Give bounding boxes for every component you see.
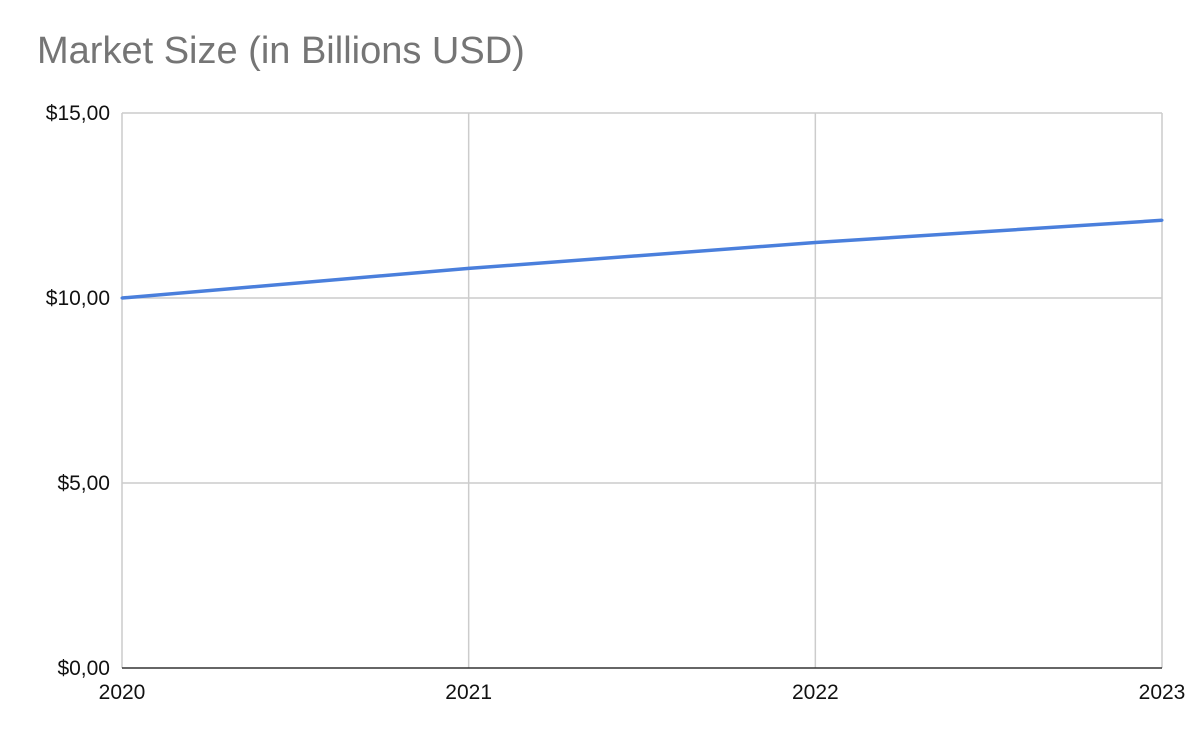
y-tick-label: $15,00: [46, 102, 110, 125]
series-line: [121, 218, 1163, 300]
x-axis-tick-labels: 2020 2021 2022 2023: [99, 681, 1186, 704]
y-tick-label: $0,00: [57, 657, 110, 680]
x-tick-label: 2020: [99, 681, 146, 704]
chart-title: Market Size (in Billions USD): [37, 30, 525, 72]
series: [120, 218, 1164, 300]
x-tick-label: 2022: [792, 681, 839, 704]
data-point: [813, 241, 817, 244]
y-tick-label: $10,00: [46, 287, 110, 310]
y-tick-label: $5,00: [57, 472, 110, 495]
x-tick-label: 2021: [445, 681, 492, 704]
data-point: [120, 296, 124, 300]
data-point: [1160, 218, 1164, 222]
x-tick-label: 2023: [1139, 681, 1186, 704]
data-point: [467, 266, 471, 270]
y-axis-tick-labels: $0,00 $5,00 $10,00 $15,00: [46, 102, 110, 680]
grid: [121, 112, 1163, 668]
